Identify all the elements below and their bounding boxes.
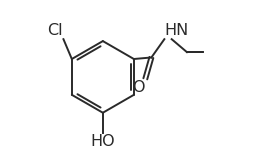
Text: HO: HO (91, 134, 115, 149)
Text: HN: HN (164, 23, 189, 38)
Text: O: O (132, 80, 145, 95)
Text: Cl: Cl (47, 23, 63, 38)
